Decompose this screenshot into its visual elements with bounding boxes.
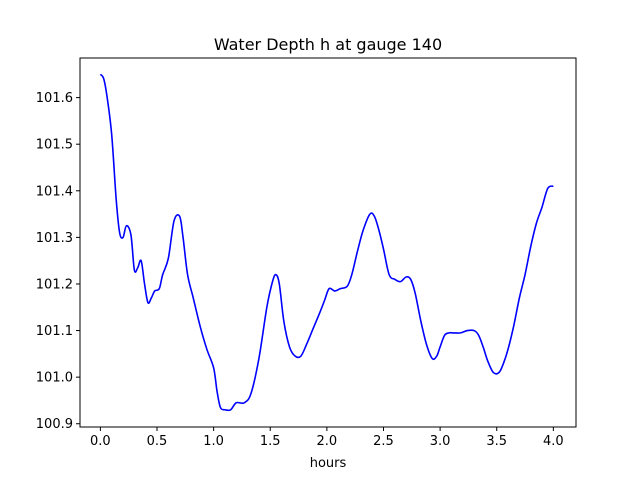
- plot-frame: [79, 57, 577, 428]
- y-axis-ticks: 100.9 101.0 101.1 101.2 101.3 101.4 101.5 101.6: [36, 91, 80, 432]
- y-tick-label: 101.3: [36, 231, 73, 246]
- x-tick-label: 1.5: [260, 434, 281, 449]
- y-tick-label: 100.9: [36, 417, 73, 432]
- x-axis-label: hours: [310, 456, 347, 471]
- x-tick-label: 1.0: [203, 434, 224, 449]
- series-line-0: [99, 73, 554, 412]
- x-tick-label: 2.5: [373, 434, 394, 449]
- x-tick-label: 4.0: [543, 434, 564, 449]
- x-tick-label: 3.5: [486, 434, 507, 449]
- x-tick-label: 3.0: [430, 434, 451, 449]
- y-tick-label: 101.1: [36, 324, 73, 339]
- chart-title: Water Depth h at gauge 140: [214, 35, 442, 54]
- y-tick-label: 101.5: [36, 138, 73, 153]
- y-tick-label: 101.4: [36, 184, 73, 199]
- y-tick-label: 101.6: [36, 91, 73, 106]
- x-tick-label: 0.0: [90, 434, 111, 449]
- y-tick-label: 101.2: [36, 277, 73, 292]
- y-tick-label: 101.0: [36, 371, 73, 386]
- x-axis-ticks: 0.0 0.5 1.0 1.5 2.0 2.5 3.0 3.5 4.0: [90, 427, 564, 449]
- plot-area: [99, 73, 554, 412]
- x-tick-label: 0.5: [147, 434, 168, 449]
- x-tick-label: 2.0: [317, 434, 338, 449]
